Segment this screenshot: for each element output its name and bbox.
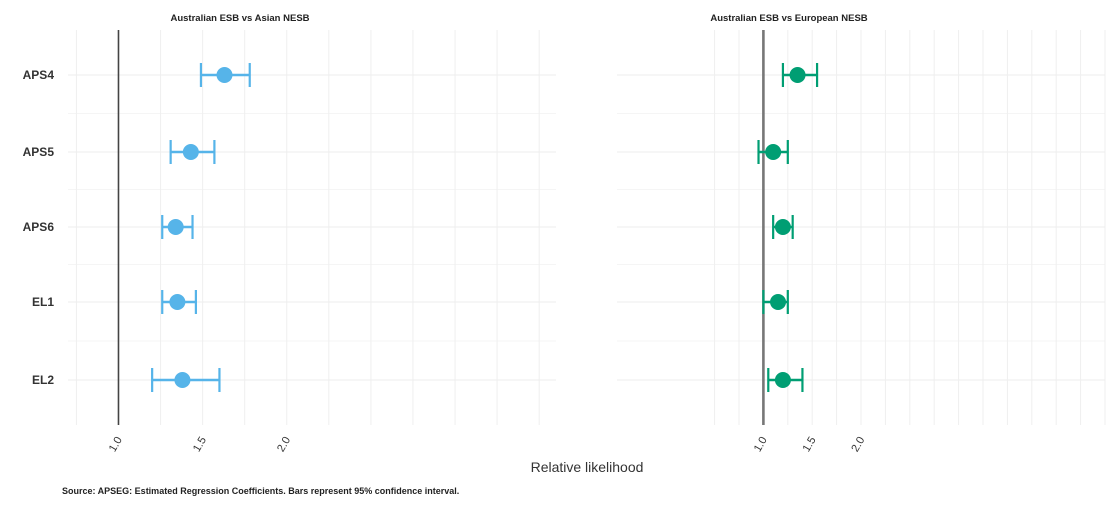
estimate-point	[774, 372, 791, 388]
x-tick-label: 2.0	[275, 435, 293, 454]
category-label: EL2	[32, 373, 54, 387]
category-label: APS4	[23, 68, 55, 82]
estimate-point	[770, 294, 787, 310]
labels: APS4 APS5 APS6 EL1 EL2 Australian ESB vs Asia…	[23, 13, 868, 454]
category-label: APS5	[23, 145, 55, 159]
x-tick-label: 1.5	[191, 435, 209, 454]
estimate-point	[789, 67, 806, 83]
estimate-point	[216, 67, 233, 83]
grid	[68, 30, 1106, 425]
category-label: EL1	[32, 295, 54, 309]
panel-title: Australian ESB vs Asian NESB	[170, 13, 309, 24]
x-tick-label: 1.0	[752, 435, 770, 454]
estimate-point	[765, 144, 782, 160]
estimate-point	[169, 294, 186, 310]
x-tick-label: 2.0	[849, 435, 867, 454]
estimate-point	[167, 219, 184, 235]
source-note: Source: APSEG: Estimated Regression Coef…	[62, 486, 459, 496]
x-tick-label: 1.5	[801, 435, 819, 454]
estimate-point	[174, 372, 191, 388]
category-label: APS6	[23, 220, 55, 234]
x-tick-label: 1.0	[107, 435, 125, 454]
estimate-point	[774, 219, 791, 235]
estimate-points	[167, 67, 806, 388]
panel-title: Australian ESB vs European NESB	[710, 13, 867, 24]
x-axis-label: Relative likelihood	[531, 459, 644, 475]
estimate-point	[182, 144, 199, 160]
reference-lines	[117, 30, 765, 425]
